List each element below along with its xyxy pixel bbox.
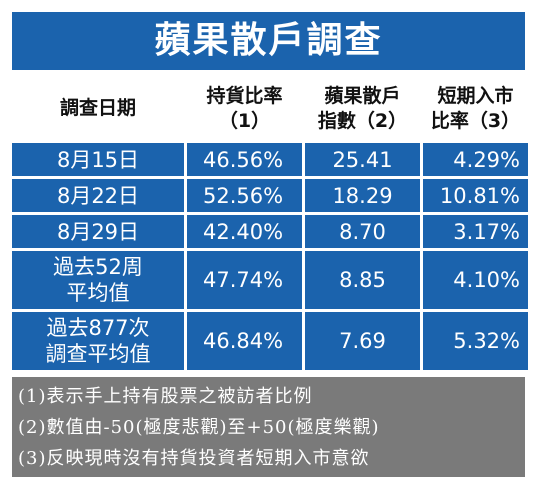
footnote-2: (2)數值由-50(極度悲觀)至+50(極度樂觀) (18, 417, 380, 438)
row-holding: 46.56% (187, 143, 302, 176)
header-row: 調查日期 持貨比率 （1） 蘋果散戶 指數（2） 短期入市 比率（3） (12, 77, 528, 140)
row-holding: 52.56% (187, 179, 302, 212)
row-short: 4.29% (423, 143, 528, 176)
survey-table-graphic: 蘋果散戶調查 調查日期 持貨比率 （1） 蘋果散戶 指數（2） 短期入市 比率（3） … (12, 12, 528, 477)
header-date: 調查日期 (12, 77, 184, 140)
table-row: 8月22日 52.56% 18.29 10.81% (12, 179, 528, 212)
table-row: 過去52周 平均值 47.74% 8.85 4.10% (12, 251, 528, 309)
row-date: 8月29日 (12, 215, 184, 248)
footnotes: (1)表示手上持有股票之被訪者比例 (2)數值由-50(極度悲觀)至+50(極度… (12, 377, 525, 477)
row-index: 7.69 (305, 312, 420, 370)
row-short: 3.17% (423, 215, 528, 248)
row-short: 5.32% (423, 312, 528, 370)
table-row: 8月29日 42.40% 8.70 3.17% (12, 215, 528, 248)
row-holding: 46.84% (187, 312, 302, 370)
header-short-term-ratio: 短期入市 比率（3） (423, 77, 528, 140)
row-date: 過去52周 平均值 (12, 251, 184, 309)
footnote-3: (3)反映現時沒有持貨投資者短期入市意欲 (18, 448, 370, 469)
row-holding: 42.40% (187, 215, 302, 248)
table-row: 8月15日 46.56% 25.41 4.29% (12, 143, 528, 176)
row-short: 4.10% (423, 251, 528, 309)
row-date: 8月15日 (12, 143, 184, 176)
row-index: 8.85 (305, 251, 420, 309)
table-row: 過去877次 調查平均值 46.84% 7.69 5.32% (12, 312, 528, 370)
header-retail-index: 蘋果散戶 指數（2） (305, 77, 420, 140)
row-index: 18.29 (305, 179, 420, 212)
row-short: 10.81% (423, 179, 528, 212)
survey-table: 調查日期 持貨比率 （1） 蘋果散戶 指數（2） 短期入市 比率（3） 8月15日 4… (9, 74, 531, 373)
table-title: 蘋果散戶調查 (12, 12, 525, 70)
header-holding-ratio: 持貨比率 （1） (187, 77, 302, 140)
row-date: 8月22日 (12, 179, 184, 212)
row-index: 25.41 (305, 143, 420, 176)
footnote-1: (1)表示手上持有股票之被訪者比例 (18, 386, 313, 407)
row-holding: 47.74% (187, 251, 302, 309)
row-index: 8.70 (305, 215, 420, 248)
row-date: 過去877次 調查平均值 (12, 312, 184, 370)
